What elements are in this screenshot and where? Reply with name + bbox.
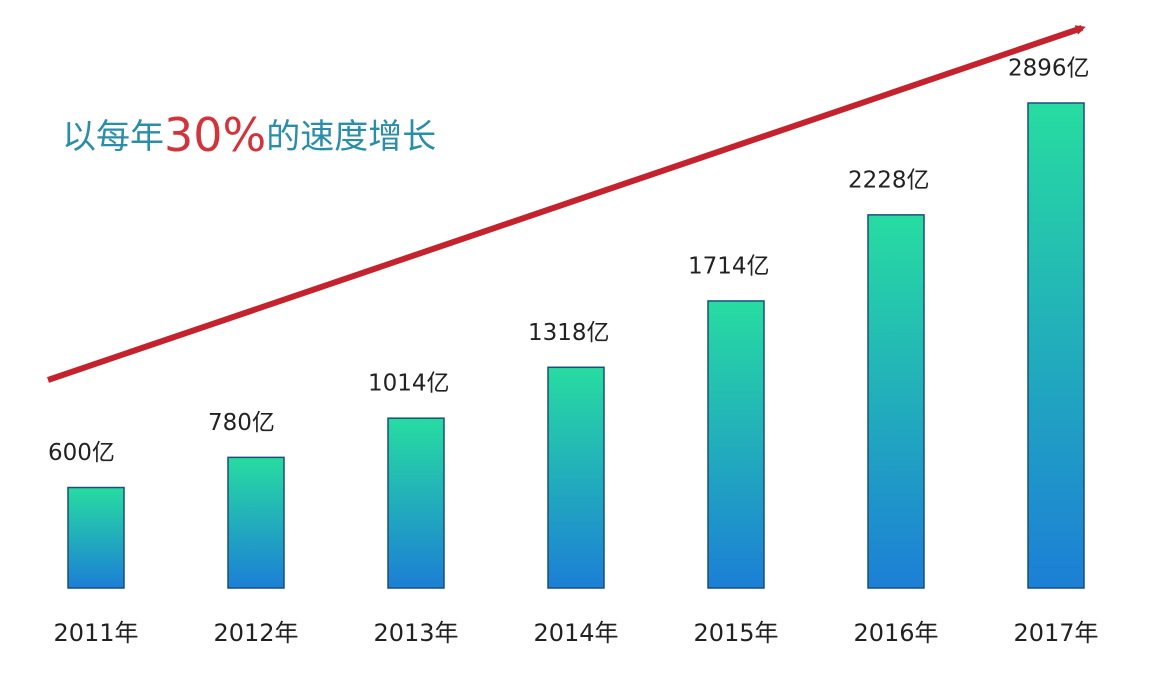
x-tick-label: 2015年 [693,619,778,647]
bar [227,456,285,589]
value-label: 1714亿 [688,253,770,279]
x-tick-label: 2011年 [53,619,138,647]
x-tick-label: 2017年 [1013,619,1098,647]
x-tick-label: 2014年 [533,619,618,647]
value-label: 780亿 [208,410,275,436]
annotation: 以每年30%的速度增长 [62,108,436,162]
x-tick-label: 2013年 [373,619,458,647]
value-label: 1014亿 [368,371,450,397]
value-label: 1318亿 [528,320,610,346]
bar [387,417,445,589]
bar [547,366,605,589]
bar [707,300,765,589]
bar [1027,102,1085,589]
value-label: 2896亿 [1008,56,1090,82]
bar [67,486,125,589]
x-tick-label: 2016年 [853,619,938,647]
x-tick-label: 2012年 [213,619,298,647]
bar [867,214,925,589]
value-label: 2228亿 [848,167,930,193]
value-label: 600亿 [48,440,115,466]
trend-arrow [47,25,1086,383]
